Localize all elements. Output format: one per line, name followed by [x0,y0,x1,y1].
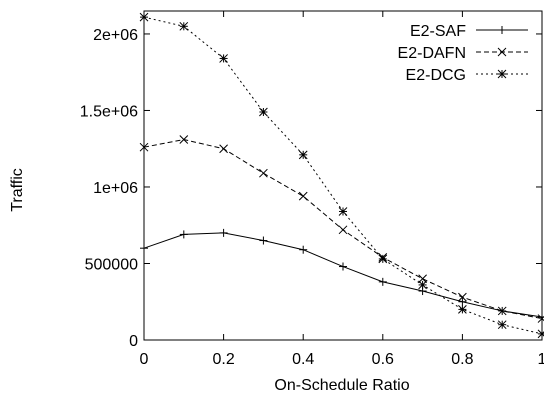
data-point [458,297,467,306]
axes: 0 0.2 0.4 0.6 0.8 1 0 500000 1e+06 1.5e+06 2e+06 [80,10,544,368]
series-line [143,139,543,320]
legend-marker [498,26,506,34]
data-point [418,274,427,284]
y-tick-label: 0 [129,333,138,350]
x-tick-label: 0.6 [372,351,394,368]
data-point [259,107,268,117]
data-point [298,191,308,201]
data-point [339,262,347,271]
data-point [179,21,189,31]
data-point [538,313,544,322]
data-point [378,277,387,286]
data-point [140,244,148,253]
data-point [497,320,507,330]
data-point [139,12,149,22]
data-point [139,142,149,152]
x-tick-label: 0.8 [451,351,473,368]
legend-label: E2-DCG [406,67,466,84]
data-point [458,305,467,314]
data-point [219,228,228,237]
data-point [537,329,544,339]
x-tick-label: 0 [140,351,149,368]
data-point [259,236,268,245]
data-point [259,168,268,178]
series-e2-dcg [139,12,544,339]
series-e2-dafn [139,135,544,323]
legend-marker [497,47,507,57]
y-tick-label: 2e+06 [93,27,138,44]
data-point [219,144,228,154]
legend-label: E2-DAFN [398,45,466,62]
x-tick-label: 0.4 [292,351,314,368]
x-axis-label: On-Schedule Ratio [274,377,409,394]
x-tick-label: 0.2 [212,351,234,368]
legend-label: E2-SAF [410,23,466,40]
data-point [537,314,544,323]
legend-marker [497,69,507,79]
y-tick-label: 1e+06 [93,180,138,197]
plot-frame [143,10,543,341]
data-point [458,292,467,302]
data-point [418,280,427,290]
y-tick-label: 500000 [85,256,138,273]
series-e2-saf [140,228,544,322]
y-axis-label: Traffic [9,168,26,212]
data-point [378,254,388,264]
x-tick-label: 1 [538,351,544,368]
y-tick-label: 1.5e+06 [80,103,138,120]
data-point [298,150,308,160]
series-layer [139,12,544,339]
data-point [497,306,507,316]
data-point [299,245,308,254]
data-point [219,54,228,63]
legend: E2-SAF E2-DAFN E2-DCG [398,23,528,84]
data-point [179,230,188,239]
data-point [338,225,348,235]
data-point [338,207,348,216]
series-line [143,16,543,335]
data-point [179,135,189,144]
